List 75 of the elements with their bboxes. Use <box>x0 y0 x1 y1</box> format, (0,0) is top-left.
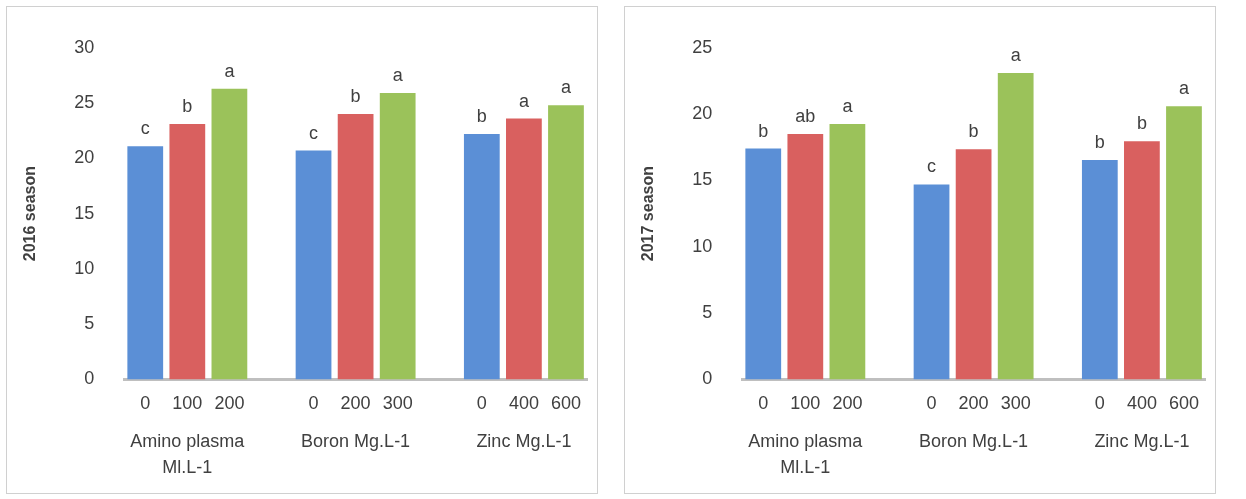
bar <box>463 134 500 380</box>
y-tick-label: 5 <box>702 302 713 323</box>
data-label: a <box>1010 44 1022 65</box>
y-tick-label: 20 <box>692 103 713 124</box>
x-tick-label: 0 <box>308 393 319 414</box>
x-tick-label: 100 <box>172 393 203 414</box>
bar <box>955 149 992 380</box>
data-label: a <box>518 90 530 111</box>
x-tick-label: 0 <box>758 393 769 414</box>
bar <box>169 124 206 380</box>
y-tick-label: 25 <box>692 36 713 57</box>
y-tick-label: 15 <box>692 169 713 190</box>
y-tick-label: 0 <box>702 368 713 389</box>
bar <box>548 105 584 380</box>
x-tick-label: 0 <box>476 393 487 414</box>
x-tick-label: 200 <box>340 393 371 414</box>
x-tick-label: 400 <box>508 393 539 414</box>
data-label: a <box>1178 78 1190 99</box>
bar <box>1124 141 1160 380</box>
data-label: b <box>968 121 979 142</box>
y-tick-label: 25 <box>74 92 95 113</box>
x-tick-label: 200 <box>832 393 863 414</box>
y-tick-label: 10 <box>692 235 713 256</box>
bar <box>506 118 542 380</box>
bar <box>913 184 950 380</box>
y-tick-label: 0 <box>84 368 95 389</box>
bar <box>1166 106 1202 380</box>
data-label: c <box>140 118 150 139</box>
x-tick-label: 0 <box>1094 393 1105 414</box>
y-axis-title: 2016 season <box>21 166 39 262</box>
bar <box>1081 159 1118 380</box>
bar <box>787 134 824 380</box>
bar <box>337 114 374 380</box>
y-tick-label: 20 <box>74 147 95 168</box>
text: Boron Mg.L-1 <box>301 430 411 451</box>
data-label: b <box>758 120 769 141</box>
x-tick-label: 0 <box>926 393 937 414</box>
data-label: b <box>1136 113 1147 134</box>
x-tick-label: 300 <box>382 393 413 414</box>
x-tick-label: 100 <box>790 393 821 414</box>
bar <box>379 93 416 380</box>
bar <box>295 150 332 380</box>
y-tick-label: 5 <box>84 313 95 334</box>
x-tick-label: 0 <box>140 393 151 414</box>
data-label: a <box>560 77 572 98</box>
bar <box>829 124 866 380</box>
text: Amino plasma Ml.L-1 <box>748 430 864 477</box>
text: Zinc Mg.L-1 <box>476 430 572 451</box>
data-label: b <box>476 105 487 126</box>
data-label: b <box>182 96 193 117</box>
data-label: b <box>1094 131 1105 152</box>
bar <box>127 146 164 380</box>
text: Boron Mg.L-1 <box>919 430 1029 451</box>
x-tick-label: 200 <box>214 393 245 414</box>
x-tick-label: 300 <box>1000 393 1031 414</box>
x-tick-label: 400 <box>1126 393 1157 414</box>
data-label: ab <box>795 105 816 126</box>
data-label: b <box>350 86 361 107</box>
x-tick-label: 600 <box>1168 393 1199 414</box>
x-tick-label: 200 <box>958 393 989 414</box>
bar <box>745 148 782 380</box>
data-label: c <box>927 156 937 177</box>
data-label: a <box>842 96 854 117</box>
bar <box>997 73 1034 380</box>
data-label: a <box>392 65 404 86</box>
y-tick-label: 30 <box>74 36 95 57</box>
x-tick-label: 600 <box>550 393 581 414</box>
data-label: c <box>309 122 319 143</box>
bar <box>211 88 248 380</box>
text: Zinc Mg.L-1 <box>1094 430 1190 451</box>
y-tick-label: 15 <box>74 202 95 223</box>
y-axis-title: 2017 season <box>639 166 657 262</box>
text: Amino plasma Ml.L-1 <box>130 430 246 477</box>
data-label: a <box>224 60 236 81</box>
y-tick-label: 10 <box>74 257 95 278</box>
